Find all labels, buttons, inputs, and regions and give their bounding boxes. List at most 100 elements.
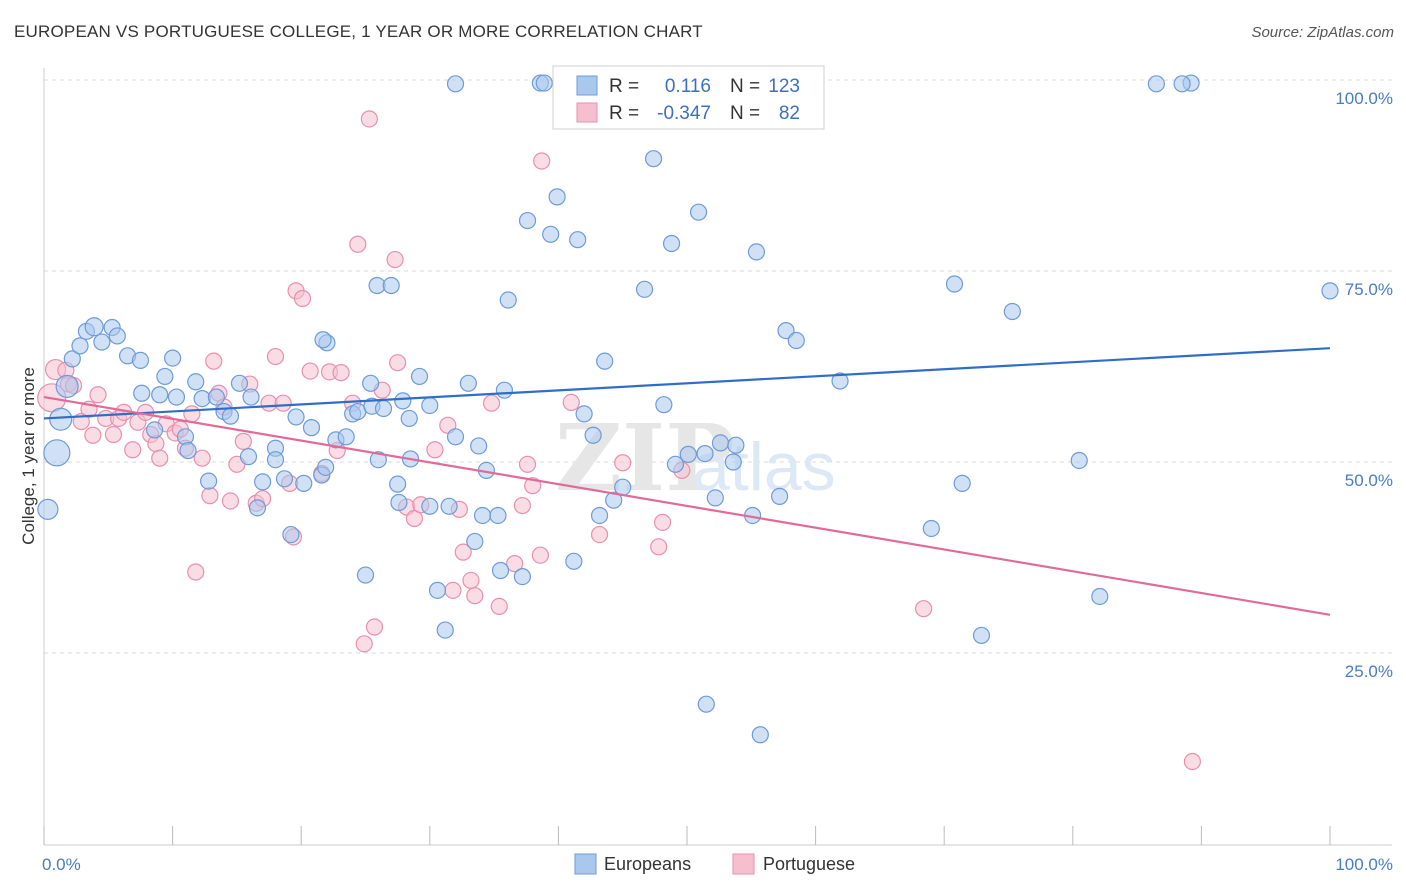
european-point-33 <box>266 451 285 469</box>
european-point-82 <box>596 352 614 370</box>
european-point-69 <box>495 381 513 399</box>
european-point-3 <box>55 374 79 398</box>
portuguese-point-57 <box>405 509 423 528</box>
european-point-121 <box>470 437 488 455</box>
european-point-74 <box>535 74 553 92</box>
portuguese-point-81 <box>1183 752 1201 771</box>
european-point-43 <box>337 428 355 446</box>
european-point-30 <box>248 499 267 517</box>
legend-n-value-1: 123 <box>768 76 800 97</box>
european-point-90 <box>666 455 685 473</box>
portuguese-point-61 <box>444 581 462 599</box>
european-point-31 <box>254 473 272 491</box>
trend-lines <box>43 347 1331 616</box>
portuguese-point-67 <box>490 597 508 615</box>
y-tick-label-100: 100.0% <box>1335 89 1393 108</box>
x-tick-label-right: 100.0% <box>1335 855 1393 874</box>
portuguese-point-78 <box>653 513 672 531</box>
european-point-26 <box>221 407 240 425</box>
portuguese-point-25 <box>193 449 211 467</box>
european-point-72 <box>518 211 537 230</box>
european-point-28 <box>239 448 258 466</box>
portuguese-point-50 <box>355 635 373 653</box>
european-point-71 <box>513 567 531 586</box>
stats-legend-box <box>552 65 825 130</box>
portuguese-point-42 <box>293 289 312 308</box>
european-point-78 <box>569 231 587 249</box>
european-point-24 <box>207 388 225 406</box>
european-point-23 <box>200 472 218 490</box>
portuguese-point-66 <box>482 394 501 412</box>
portuguese-point-68 <box>506 555 524 573</box>
portuguese-point-54 <box>386 250 404 269</box>
european-point-34 <box>275 470 294 488</box>
portuguese-point-26 <box>201 487 219 505</box>
bottom-legend-label-europeans: Europeans <box>604 854 691 874</box>
european-point-86 <box>635 280 654 298</box>
bottom-legend: Europeans Portuguese <box>574 853 855 875</box>
european-point-54 <box>390 493 408 512</box>
portuguese-point-55 <box>389 354 407 372</box>
portuguese-point-80 <box>915 600 933 618</box>
european-point-4 <box>63 350 81 368</box>
chart-source: Source: ZipAtlas.com <box>1251 24 1394 41</box>
european-point-107 <box>972 626 991 645</box>
european-point-79 <box>575 405 593 423</box>
european-point-105 <box>945 275 964 293</box>
european-point-101 <box>777 321 795 340</box>
portuguese-point-49 <box>349 235 367 253</box>
portuguese-point-32 <box>234 432 252 450</box>
european-point-55 <box>394 392 412 410</box>
european-point-58 <box>421 396 439 415</box>
european-point-92 <box>689 203 708 221</box>
european-points <box>37 72 1339 744</box>
european-point-15 <box>151 386 169 404</box>
portuguese-point-38 <box>274 394 292 412</box>
european-point-81 <box>590 506 609 525</box>
legend-r-value-2: -0.347 <box>657 103 711 124</box>
gridlines <box>44 79 1392 654</box>
european-point-70 <box>499 291 517 309</box>
european-point-21 <box>187 373 205 391</box>
y-tick-label-75: 75.0% <box>1345 280 1393 299</box>
european-point-2 <box>49 407 73 431</box>
portuguese-point-51 <box>360 110 378 128</box>
chart-title: EUROPEAN VS PORTUGUESE COLLEGE, 1 YEAR O… <box>14 22 703 41</box>
european-point-27 <box>230 374 249 392</box>
european-point-106 <box>953 474 971 492</box>
portuguese-point-13 <box>124 441 142 459</box>
european-point-1 <box>43 439 71 467</box>
y-tick-labels: 25.0% 50.0% 75.0% 100.0% <box>1335 89 1393 681</box>
european-point-108 <box>1003 302 1021 321</box>
european-point-35 <box>282 525 300 544</box>
bottom-legend-swatch-europeans <box>574 853 597 875</box>
portuguese-point-47 <box>332 364 350 382</box>
stats-legend: R = 0.116 N = 123 R = -0.347 N = 82 <box>552 65 825 130</box>
european-point-115 <box>1173 75 1191 93</box>
x-tick-label-left: 0.0% <box>42 855 81 874</box>
portuguese-point-70 <box>518 455 537 473</box>
european-point-89 <box>662 234 681 253</box>
european-point-116 <box>1147 75 1165 93</box>
european-point-76 <box>548 188 566 206</box>
legend-swatch-portuguese <box>576 102 598 123</box>
portuguese-point-72 <box>531 546 549 564</box>
european-point-12 <box>131 351 150 369</box>
portuguese-point-74 <box>562 393 580 412</box>
european-point-53 <box>389 475 407 493</box>
portuguese-point-8 <box>89 386 107 404</box>
legend-swatch-europeans <box>576 75 598 96</box>
european-point-57 <box>410 367 429 386</box>
european-point-60 <box>436 621 454 639</box>
european-point-8 <box>93 333 111 351</box>
european-point-91 <box>679 445 697 463</box>
european-point-14 <box>145 421 164 439</box>
european-point-63 <box>459 374 477 392</box>
portuguese-point-43 <box>301 362 319 380</box>
portuguese-point-77 <box>650 538 668 556</box>
legend-n-label-1: N = <box>730 76 760 97</box>
european-point-87 <box>644 150 663 168</box>
european-point-0 <box>37 498 59 520</box>
european-point-80 <box>584 426 602 444</box>
